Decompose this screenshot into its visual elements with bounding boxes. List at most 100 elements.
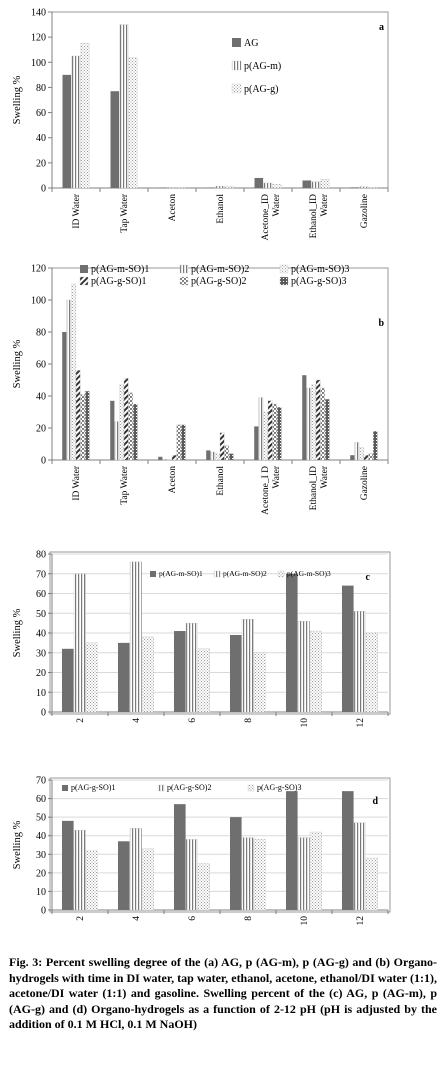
bar-p-ag-g-so-2-10[interactable]	[297, 837, 310, 911]
bar-p-ag-m-so-3-6[interactable]	[197, 648, 210, 713]
bar-p-ag-m-gazoline[interactable]	[359, 186, 369, 189]
bar-p-ag-g-so-2-id-water[interactable]	[80, 394, 85, 461]
bar-p-ag-m-tap-water[interactable]	[119, 24, 129, 189]
bar-p-ag-m-so-3-4[interactable]	[141, 636, 154, 713]
bar-p-ag-m-so-3-aceton[interactable]	[167, 459, 172, 461]
bar-p-ag-m-so-2-gazoline[interactable]	[354, 442, 360, 461]
bar-p-ag-m-ethanol-id-water[interactable]	[311, 181, 321, 189]
bar-p-ag-g-so-1-10[interactable]	[286, 791, 298, 910]
bar-p-ag-g-so-3-8[interactable]	[253, 839, 266, 911]
bar-p-ag-g-acetone-id-water[interactable]	[272, 184, 282, 189]
bar-p-ag-m-so-3-acetone-i-d-water[interactable]	[263, 411, 268, 461]
bar-p-ag-g-so-3-acetone-i-d-water[interactable]	[277, 407, 282, 461]
bar-p-ag-m-so-3-gazoline[interactable]	[359, 447, 364, 461]
bar-p-ag-m-so-2-ethanol[interactable]	[210, 451, 216, 461]
bar-p-ag-g-so-2-gazoline[interactable]	[368, 453, 373, 461]
bar-p-ag-m-so-2-12[interactable]	[353, 611, 366, 713]
bar-p-ag-g-so-1-gazoline[interactable]	[363, 455, 369, 461]
bar-p-ag-g-so-2-aceton[interactable]	[176, 424, 181, 461]
bar-p-ag-g-so-1-12[interactable]	[342, 791, 354, 910]
bar-p-ag-m-so-3-ethanol-id-water[interactable]	[311, 384, 316, 461]
bar-p-ag-g-ethanol[interactable]	[224, 185, 234, 189]
bar-ag-id-water[interactable]	[62, 74, 72, 188]
bar-p-ag-m-aceton[interactable]	[167, 187, 177, 189]
bar-ag-aceton[interactable]	[158, 187, 168, 189]
bar-p-ag-g-so-2-6[interactable]	[185, 839, 198, 911]
bar-p-ag-m-so-1-4[interactable]	[118, 642, 130, 712]
bar-p-ag-g-so-3-12[interactable]	[365, 857, 378, 911]
bar-p-ag-m-so-2-tap-water[interactable]	[114, 421, 120, 461]
bar-p-ag-m-so-2-id-water[interactable]	[66, 299, 72, 461]
bar-p-ag-g-so-3-10[interactable]	[309, 831, 322, 911]
bar-p-ag-g-so-3-4[interactable]	[141, 848, 154, 911]
bar-p-ag-m-so-3-tap-water[interactable]	[119, 384, 124, 461]
bar-p-ag-m-so-2-aceton[interactable]	[162, 459, 168, 461]
bar-p-ag-g-so-3-id-water[interactable]	[85, 391, 90, 461]
bar-p-ag-m-so-1-ethanol[interactable]	[206, 450, 211, 460]
bar-p-ag-g-so-1-8[interactable]	[230, 817, 242, 910]
bar-p-ag-g-so-3-aceton[interactable]	[181, 424, 186, 461]
bar-p-ag-g-so-1-ethanol-id-water[interactable]	[315, 379, 321, 461]
bar-p-ag-g-so-2-ethanol-id-water[interactable]	[320, 387, 325, 461]
bar-p-ag-g-so-2-12[interactable]	[353, 822, 366, 911]
bar-p-ag-m-so-3-ethanol[interactable]	[215, 453, 220, 461]
bar-p-ag-m-so-1-12[interactable]	[342, 585, 354, 712]
bar-p-ag-m-so-2-ethanol-id-water[interactable]	[306, 387, 312, 461]
bar-p-ag-m-so-3-10[interactable]	[309, 630, 322, 713]
bar-p-ag-g-gazoline[interactable]	[368, 187, 378, 189]
bar-p-ag-m-id-water[interactable]	[71, 55, 81, 189]
bar-p-ag-m-so-1-ethanol-id-water[interactable]	[302, 375, 307, 460]
bar-p-ag-g-so-1-tap-water[interactable]	[123, 378, 129, 461]
bar-p-ag-m-so-1-gazoline[interactable]	[350, 455, 355, 460]
bar-p-ag-m-so-1-2[interactable]	[62, 648, 74, 712]
bar-p-ag-m-so-1-tap-water[interactable]	[110, 400, 115, 460]
bar-p-ag-m-so-1-8[interactable]	[230, 634, 242, 712]
bar-p-ag-g-so-1-id-water[interactable]	[75, 370, 81, 461]
bar-p-ag-g-so-2-8[interactable]	[241, 837, 254, 911]
bar-p-ag-m-so-3-id-water[interactable]	[71, 283, 76, 461]
bar-p-ag-m-so-2-acetone-i-d-water[interactable]	[258, 397, 264, 461]
bar-p-ag-m-so-1-10[interactable]	[286, 573, 298, 712]
chart-c-swelling-ph: 0 10 20 30 40 50 60 70 80 Swelling % 2 4 6 8 10 12 p(AG-…	[12, 550, 391, 728]
bar-p-ag-g-so-2-ethanol[interactable]	[224, 445, 229, 461]
bar-p-ag-g-so-1-4[interactable]	[118, 841, 130, 910]
bar-ag-acetone-id-water[interactable]	[254, 177, 264, 188]
bar-p-ag-m-so-3-12[interactable]	[365, 632, 378, 713]
bar-p-ag-g-so-3-2[interactable]	[85, 850, 98, 911]
bar-p-ag-m-so-2-2[interactable]	[73, 573, 86, 713]
bar-ag-tap-water[interactable]	[110, 91, 120, 188]
bar-p-ag-m-so-3-8[interactable]	[253, 652, 266, 713]
bar-p-ag-g-so-1-acetone-i-d-water[interactable]	[267, 400, 273, 461]
bar-p-ag-m-so-2-8[interactable]	[241, 619, 254, 713]
bar-p-ag-g-so-3-tap-water[interactable]	[133, 403, 138, 461]
bar-p-ag-m-so-2-4[interactable]	[129, 561, 142, 713]
bar-p-ag-m-ethanol[interactable]	[215, 185, 225, 189]
bar-ag-ethanol[interactable]	[206, 187, 216, 189]
bar-p-ag-g-aceton[interactable]	[176, 187, 186, 189]
bar-p-ag-g-so-1-ethanol[interactable]	[219, 432, 225, 461]
bar-p-ag-m-so-1-aceton[interactable]	[158, 456, 163, 460]
bar-p-ag-m-acetone-id-water[interactable]	[263, 182, 273, 189]
bar-p-ag-g-so-1-aceton[interactable]	[171, 455, 177, 461]
bar-p-ag-g-so-2-tap-water[interactable]	[128, 392, 133, 461]
bar-p-ag-g-so-3-ethanol-id-water[interactable]	[325, 399, 330, 461]
bar-p-ag-m-so-1-acetone-i-d-water[interactable]	[254, 426, 259, 460]
bar-ag-ethanol-id-water[interactable]	[302, 180, 312, 188]
bar-ag-gazoline[interactable]	[350, 187, 360, 188]
bar-p-ag-m-so-3-2[interactable]	[85, 642, 98, 713]
bar-p-ag-g-so-2-4[interactable]	[129, 828, 142, 911]
bar-p-ag-m-so-1-id-water[interactable]	[62, 332, 67, 460]
bar-p-ag-g-so-1-6[interactable]	[174, 804, 186, 910]
bar-p-ag-g-so-3-ethanol[interactable]	[229, 453, 234, 461]
bar-p-ag-g-tap-water[interactable]	[128, 57, 138, 189]
bar-p-ag-g-so-2-2[interactable]	[73, 829, 86, 911]
bar-p-ag-m-so-2-10[interactable]	[297, 621, 310, 713]
bar-p-ag-m-so-2-6[interactable]	[185, 622, 198, 713]
bar-p-ag-g-so-3-gazoline[interactable]	[373, 431, 378, 461]
bar-p-ag-g-ethanol-id-water[interactable]	[320, 179, 330, 189]
bar-p-ag-g-so-3-6[interactable]	[197, 863, 210, 911]
bar-p-ag-g-so-1-2[interactable]	[62, 820, 74, 910]
bar-p-ag-m-so-1-6[interactable]	[174, 631, 186, 712]
bar-p-ag-g-id-water[interactable]	[80, 43, 90, 189]
bar-p-ag-g-so-2-acetone-i-d-water[interactable]	[272, 403, 277, 461]
